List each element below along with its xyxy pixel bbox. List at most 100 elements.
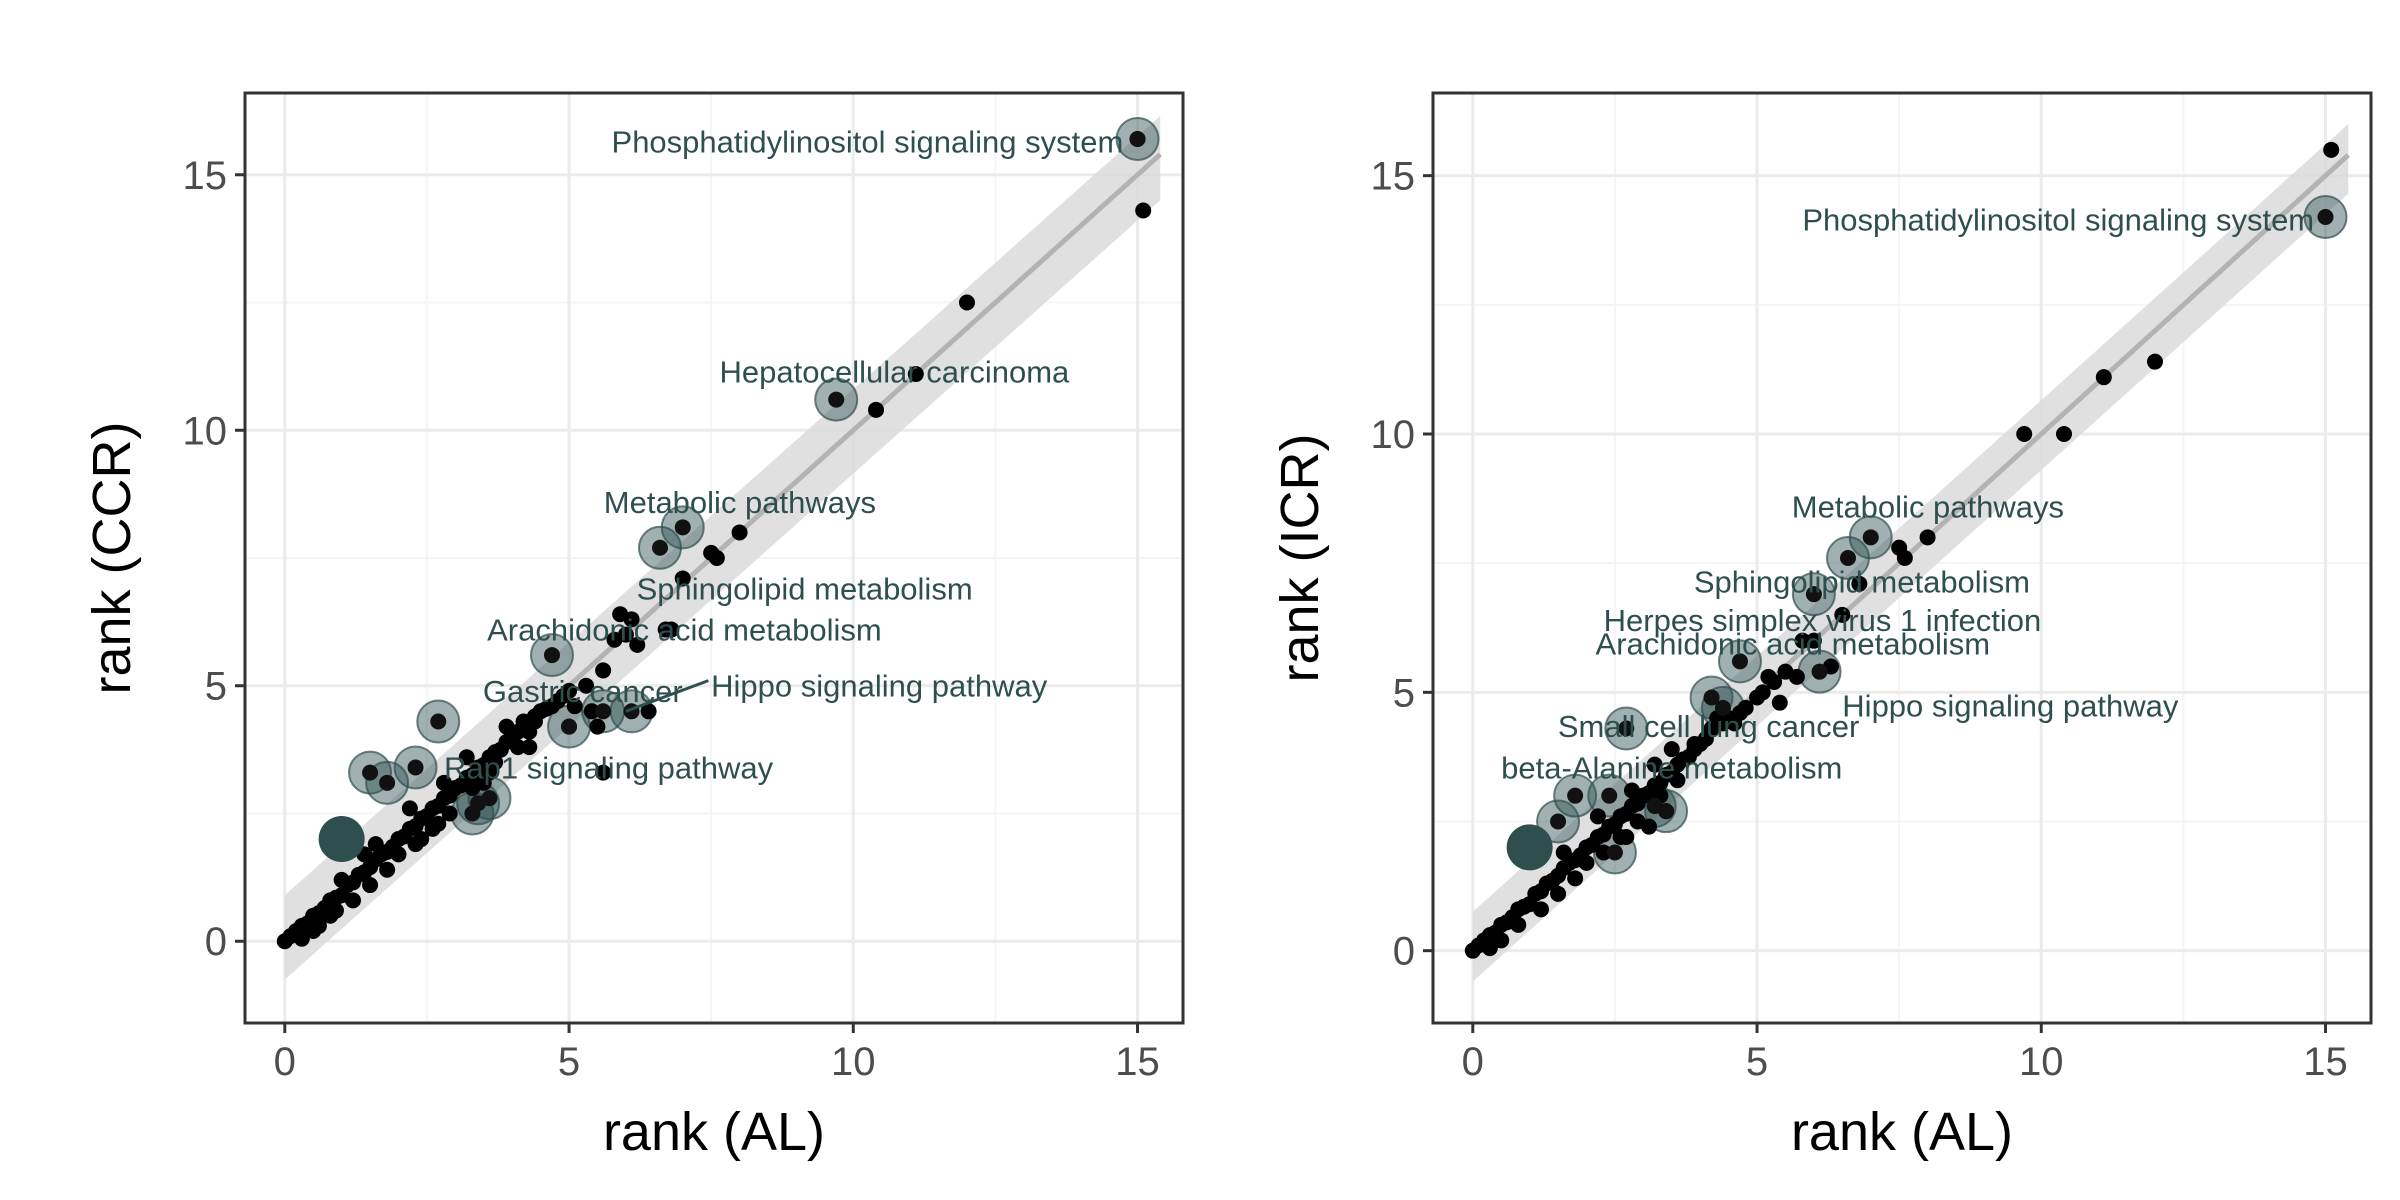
data-point (708, 550, 725, 566)
data-point (640, 703, 657, 720)
data-point (441, 805, 458, 822)
y-tick-label: 15 (183, 154, 228, 198)
highlight-point-center (1606, 844, 1623, 861)
annotation-label: beta-Alanine metabolism (1501, 750, 1842, 785)
highlight-point-center (1839, 550, 1856, 566)
annotation-label: Hippo signaling pathway (1842, 688, 2179, 723)
data-point (1135, 202, 1152, 219)
y-tick-label: 10 (1371, 413, 1416, 457)
left-panel: Phosphatidylinositol signaling system Hep… (82, 91, 1185, 1162)
data-point (333, 871, 350, 888)
data-point (2016, 426, 2033, 442)
data-point (475, 774, 492, 791)
data-point (907, 366, 924, 383)
data-point (2095, 369, 2112, 386)
x-tick-label: 15 (1115, 1040, 1160, 1084)
data-point (2146, 353, 2163, 370)
data-point (1663, 741, 1680, 758)
y-axis-title: rank (ICR) (1270, 433, 1330, 682)
highlight-point-center (464, 805, 481, 822)
data-point (458, 749, 475, 766)
x-tick-label: 5 (558, 1040, 580, 1084)
annotation-label: Hepatocellular carcinoma (720, 354, 1071, 389)
highlight-point-center (1731, 653, 1748, 670)
data-point (430, 815, 447, 832)
annotation-label: Metabolic pathways (1792, 489, 2064, 524)
highlight-point-center (1862, 529, 1879, 546)
data-point (1481, 940, 1498, 957)
highlight-point-center (1811, 663, 1828, 680)
data-point (1754, 684, 1771, 701)
highlight-point-center (407, 759, 424, 776)
x-tick-label: 0 (1462, 1040, 1484, 1084)
highlight-point-center (1618, 720, 1635, 737)
x-tick-label: 10 (831, 1040, 876, 1084)
data-point (1686, 736, 1703, 752)
data-point (305, 923, 322, 940)
strong-point (318, 816, 365, 863)
highlight-point-center (1714, 699, 1731, 716)
annotation-label: Hippo signaling pathway (711, 669, 1048, 704)
data-point (1623, 782, 1640, 799)
annotation-leader (625, 679, 709, 713)
annotation-label: Metabolic pathways (604, 485, 876, 520)
x-tick-label: 0 (274, 1040, 296, 1084)
data-point (1493, 932, 1510, 949)
data-point (379, 861, 396, 878)
data-point (401, 800, 418, 817)
x-axis-title: rank (AL) (1791, 1102, 2013, 1162)
highlight-point-center (1567, 787, 1584, 804)
data-point (589, 718, 606, 735)
panel-border (243, 91, 1185, 1025)
y-tick-label: 15 (1371, 155, 1416, 199)
annotation-label: Arachidonic acid metabolism (1596, 626, 1991, 661)
y-axis-title: rank (CCR) (82, 421, 142, 694)
data-point (1618, 829, 1635, 845)
data-point (345, 892, 362, 909)
data-point (1589, 808, 1606, 825)
data-point (487, 754, 504, 771)
highlight-point-center (1703, 689, 1720, 706)
data-point (1646, 756, 1663, 773)
x-tick-label: 5 (1746, 1040, 1768, 1084)
data-point (731, 524, 748, 541)
data-point (413, 831, 430, 848)
data-point (1794, 632, 1811, 649)
x-tick-label: 15 (2303, 1040, 2348, 1084)
data-point (1567, 870, 1584, 887)
data-point (629, 636, 646, 653)
y-tick-label: 10 (183, 409, 228, 453)
data-point (1896, 550, 1913, 566)
data-point (362, 877, 379, 894)
annotation-label: Gastric cancer (483, 674, 683, 709)
data-point (1851, 575, 1868, 592)
strong-point (1506, 824, 1553, 871)
data-point (1805, 632, 1822, 649)
highlight-point-center (543, 647, 560, 664)
annotation-label: Sphingolipid metabolism (637, 572, 973, 607)
highlight-point-center (1805, 586, 1822, 603)
data-point (1555, 844, 1572, 861)
y-tick-label: 5 (1393, 671, 1415, 715)
annotation-label: Arachidonic acid metabolism (487, 613, 882, 648)
data-point (367, 836, 384, 853)
data-point (509, 739, 526, 756)
data-point (435, 774, 452, 791)
highlight-point-center (828, 391, 845, 408)
y-tick-label: 0 (205, 920, 227, 964)
annotation-label: Sphingolipid metabolism (1694, 564, 2030, 599)
data-point (390, 846, 407, 863)
x-axis-title: rank (AL) (603, 1102, 825, 1162)
highlight-point-center (1658, 803, 1675, 820)
highlight-point-center (1129, 130, 1146, 147)
data-point (498, 718, 515, 735)
x-tick-label: 10 (2019, 1040, 2064, 1084)
data-point (958, 294, 975, 311)
highlight-point-center (362, 764, 379, 781)
data-point (1726, 715, 1743, 732)
data-point (617, 626, 634, 643)
data-point (2056, 426, 2073, 442)
data-point (1595, 844, 1612, 861)
data-point (566, 698, 583, 715)
